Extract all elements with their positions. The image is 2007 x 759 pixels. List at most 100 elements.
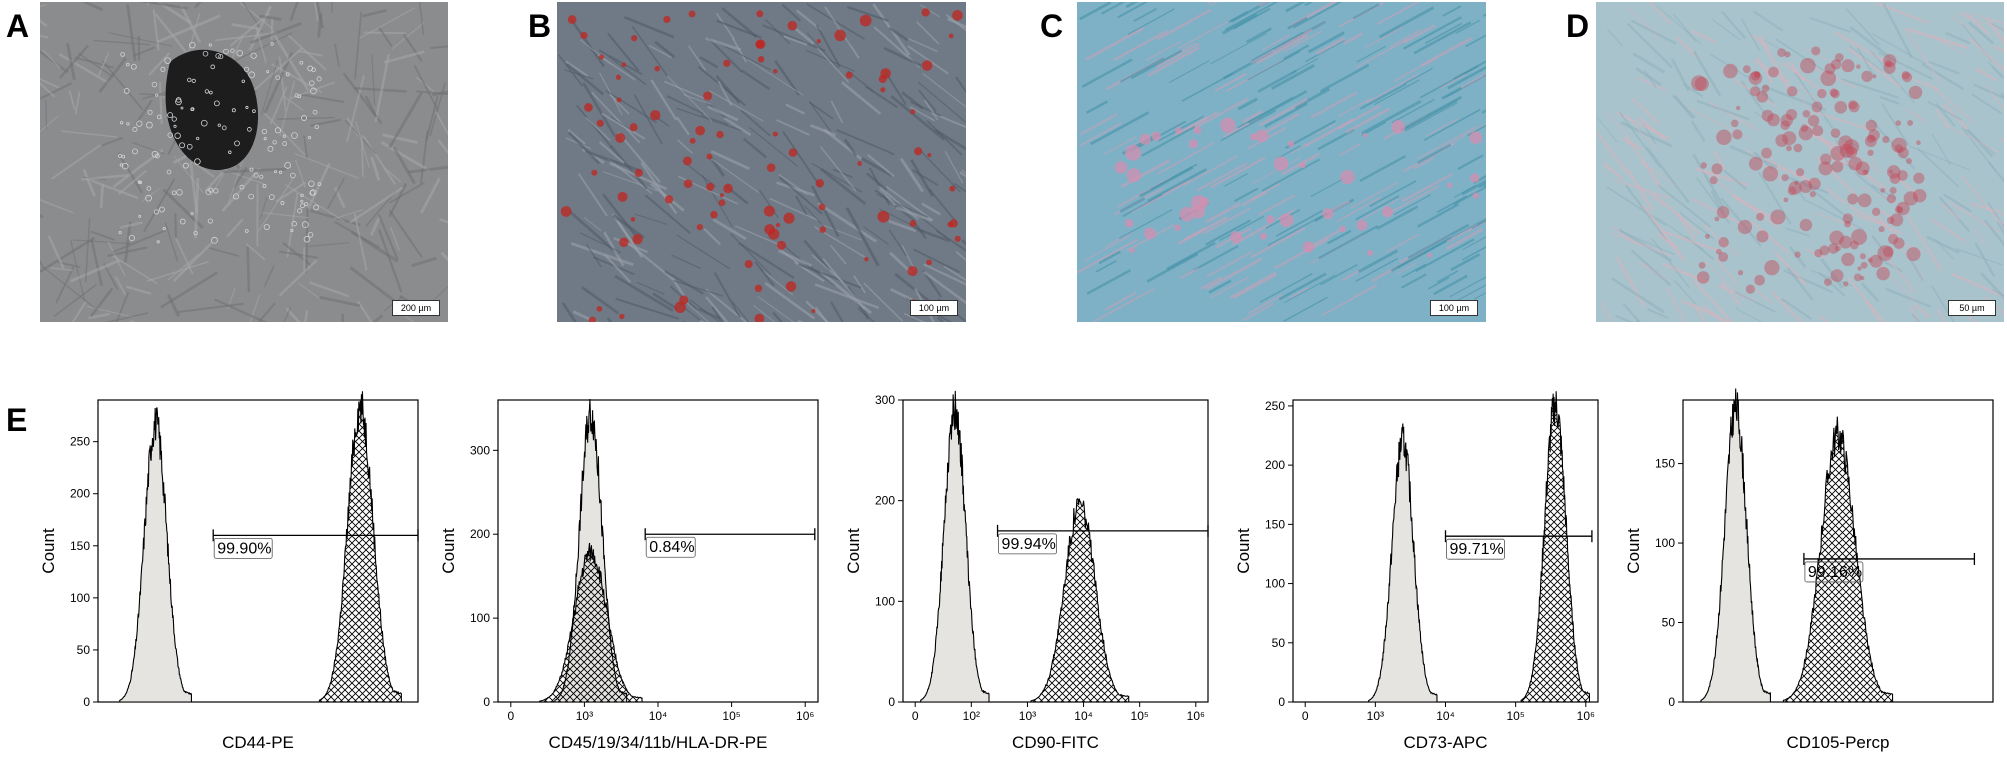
x-tick-label: 10⁴ — [649, 709, 668, 723]
micrograph-cell — [307, 65, 314, 72]
micrograph-texture — [1964, 11, 1991, 37]
y-tick-label: 200 — [875, 494, 895, 508]
gate-label-box — [645, 536, 696, 558]
micrograph-texture — [731, 301, 750, 322]
micrograph-texture — [1649, 2, 1672, 26]
micrograph-texture — [1183, 227, 1206, 241]
y-tick-label: 100 — [470, 611, 490, 625]
micrograph-cell — [208, 187, 214, 193]
micrograph-texture — [74, 91, 81, 115]
micrograph-texture — [1104, 291, 1137, 311]
micrograph-cell — [156, 240, 160, 244]
micrograph-cell — [146, 186, 152, 191]
micrograph-texture — [581, 286, 620, 315]
micrograph-stain-spot — [1882, 136, 1890, 144]
micrograph-cell — [147, 109, 153, 115]
micrograph-stain-spot — [1829, 88, 1839, 97]
micrograph-stain-spot — [1902, 72, 1913, 83]
micrograph-texture — [1751, 33, 1770, 50]
gate-label-box — [1804, 561, 1864, 583]
micrograph-texture — [1647, 308, 1669, 319]
micrograph-cell — [186, 143, 193, 150]
micrograph-cell — [250, 52, 257, 59]
micrograph-texture — [1904, 28, 1943, 84]
micrograph-stain-spot — [1824, 63, 1836, 75]
micrograph-stain-spot — [1775, 134, 1789, 147]
micrograph-stain-spot — [1831, 160, 1844, 173]
micrograph-cell — [167, 132, 173, 138]
micrograph-texture — [1446, 218, 1486, 243]
micrograph-cell — [232, 193, 240, 200]
micrograph-texture — [370, 156, 381, 181]
micrograph-stain-spot — [1299, 161, 1306, 169]
micrograph-stain-spot — [1856, 64, 1861, 69]
micrograph-stain-spot — [1869, 254, 1883, 268]
micrograph-texture — [1258, 2, 1269, 8]
micrograph-stain-spot — [1889, 186, 1897, 195]
micrograph-texture — [1720, 197, 1763, 247]
micrograph-stain-spot — [1730, 119, 1739, 128]
micrograph-cell — [182, 162, 189, 169]
micrograph-texture — [931, 112, 966, 129]
micrograph-texture — [1307, 31, 1345, 54]
micrograph-texture — [1996, 221, 2004, 236]
micrograph-texture — [1361, 99, 1422, 135]
micrograph-cell — [136, 120, 143, 127]
micrograph-texture — [585, 149, 641, 173]
micrograph-stain-spot — [816, 39, 821, 44]
micrograph-stain-spot — [1788, 181, 1802, 195]
micrograph-texture — [173, 155, 204, 194]
micrograph-stain-spot — [716, 130, 724, 139]
histogram-cd105: 0 50 100 150 99.16% Count CD105-Percp — [1615, 388, 2005, 756]
plot-frame — [97, 399, 419, 703]
micrograph-stain-spot — [1905, 157, 1912, 164]
micrograph-texture — [1991, 288, 2004, 297]
micrograph-texture — [1196, 162, 1248, 192]
micrograph-texture — [1987, 61, 2003, 79]
micrograph-stain-spot — [1756, 212, 1765, 221]
micrograph-cell — [204, 89, 210, 94]
micrograph-stain-spot — [1472, 192, 1479, 199]
micrograph-texture — [730, 233, 772, 276]
micrograph-texture — [1283, 44, 1310, 60]
micrograph-texture — [1403, 24, 1436, 44]
micrograph-texture — [358, 7, 416, 40]
histogram-stained-curve — [318, 391, 402, 703]
micrograph-stain-spot — [1894, 144, 1904, 153]
micrograph-texture — [1624, 135, 1662, 188]
micrograph-texture — [795, 195, 808, 216]
micrograph-cell — [164, 57, 171, 64]
micrograph-texture — [40, 82, 56, 98]
micrograph-stain-spot — [1785, 145, 1792, 152]
micrograph-texture — [1643, 158, 1661, 189]
micrograph-stain-spot — [1737, 219, 1753, 235]
micrograph-cell — [285, 72, 290, 77]
micrograph-texture — [757, 295, 795, 322]
micrograph-stain-spot — [1784, 51, 1791, 58]
histogram-cd90: 0 100 200 300 0 10² 10³ 10⁴ 10⁵ 10⁶ 99.94% Count CD9… — [835, 390, 1220, 756]
micrograph-texture — [1951, 15, 1975, 34]
micrograph-texture — [1787, 61, 1805, 81]
micrograph-texture — [671, 254, 701, 270]
micrograph-texture — [1248, 294, 1283, 315]
micrograph-texture — [591, 91, 641, 144]
micrograph-stain-spot — [1367, 249, 1374, 256]
micrograph-cell — [194, 158, 201, 165]
micrograph-texture — [152, 9, 160, 51]
micrograph-texture — [1973, 13, 1997, 23]
micrograph-stain-spot — [584, 103, 593, 112]
micrograph-cell — [159, 206, 165, 213]
micrograph-texture — [341, 313, 345, 322]
micrograph-texture — [1181, 72, 1234, 103]
micrograph-texture — [1696, 99, 1750, 121]
micrograph-cell — [307, 232, 314, 238]
micrograph-texture — [1787, 176, 1829, 195]
micrograph-texture — [1453, 185, 1476, 198]
micrograph-texture — [1402, 16, 1462, 50]
micrograph-cell — [180, 106, 184, 110]
micrograph-stain-spot — [757, 55, 765, 63]
micrograph-stain-spot — [619, 237, 629, 248]
micrograph-cell — [132, 148, 138, 155]
micrograph-texture — [1680, 299, 1732, 322]
x-tick-label: 10² — [963, 709, 980, 723]
